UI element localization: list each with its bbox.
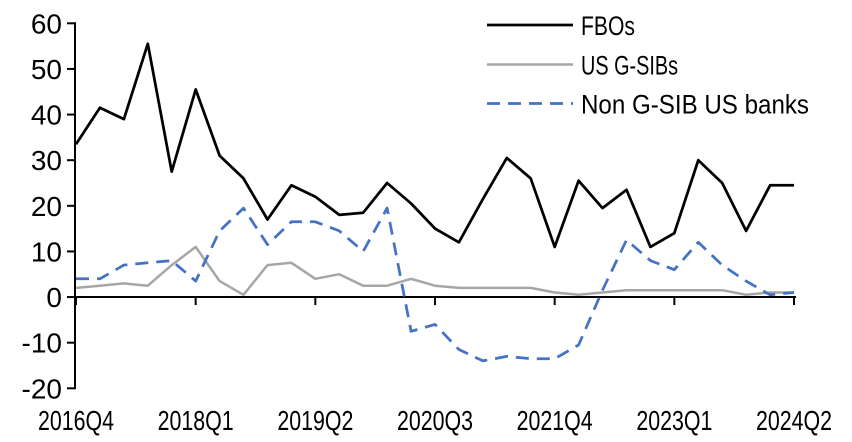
x-tick-label: 2018Q1 [158, 405, 234, 436]
x-tick-label: 2021Q4 [517, 405, 593, 436]
y-tick-label: -10 [22, 328, 62, 359]
legend-label-us-g-sibs: US G-SIBs [581, 51, 678, 81]
legend-item-non-g-sib-us-banks: Non G-SIB US banks [487, 90, 809, 120]
y-tick-label: 0 [46, 282, 62, 313]
y-tick-label: 10 [31, 236, 62, 267]
y-tick-label: 60 [31, 8, 62, 39]
x-axis: 2016Q4 2018Q1 2019Q2 2020Q3 2021Q4 2023Q1 2024… [38, 296, 832, 436]
y-axis: 60 50 40 30 20 10 0 -10 -20 [22, 8, 76, 404]
series-line-fbos [74, 42, 794, 249]
y-tick-label: -20 [22, 373, 62, 404]
x-tick-label: 2023Q1 [636, 405, 712, 436]
x-tick-label: 2020Q3 [397, 405, 473, 436]
legend-item-us-g-sibs: US G-SIBs [487, 51, 678, 81]
x-tick-label: 2016Q4 [38, 405, 114, 436]
x-tick-label: 2024Q2 [756, 405, 832, 436]
series-line-us-g-sibs [75, 245, 794, 297]
y-tick-label: 20 [31, 191, 62, 222]
y-tick-label: 30 [31, 145, 62, 176]
legend: FBOs US G-SIBs Non G-SIB US banks [487, 11, 809, 120]
series-lines [74, 42, 795, 363]
legend-item-fbos: FBOs [487, 11, 635, 41]
legend-label-non-g-sib-us-banks: Non G-SIB US banks [581, 90, 809, 120]
y-tick-label: 50 [31, 54, 62, 85]
series-line-non-g-sib-us-banks [76, 206, 795, 363]
y-tick-label: 40 [31, 100, 62, 131]
legend-label-fbos: FBOs [581, 11, 635, 41]
x-tick-label: 2019Q2 [277, 405, 353, 436]
